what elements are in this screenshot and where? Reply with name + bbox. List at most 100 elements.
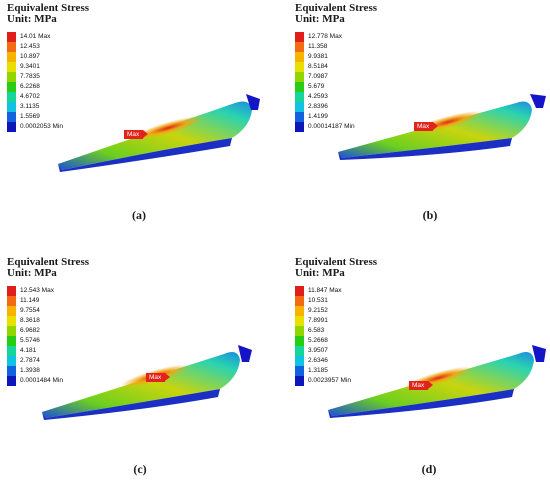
- legend-swatch: [295, 336, 304, 346]
- legend-row: 3.9507: [295, 346, 375, 356]
- legend-value: 9.7554: [20, 307, 40, 314]
- stress-hotspot: [131, 116, 205, 140]
- legend-swatch: [7, 326, 16, 336]
- legend-row: 9.3401: [7, 62, 87, 72]
- legend-unit: Unit: MPa: [7, 267, 57, 279]
- legend-swatch: [7, 286, 16, 296]
- legend-row: 5.2668: [295, 336, 375, 346]
- legend-swatch: [295, 72, 304, 82]
- legend-value: 9.2152: [308, 307, 328, 314]
- legend-value: 1.3185: [308, 367, 328, 374]
- legend-value: 0.0023957 Min: [308, 377, 352, 384]
- legend-value: 9.3401: [20, 63, 40, 70]
- legend-swatch: [295, 112, 304, 122]
- legend-value: 2.8396: [308, 103, 328, 110]
- legend-swatch: [7, 346, 16, 356]
- legend-swatch: [295, 62, 304, 72]
- legend-row: 6.2268: [7, 82, 87, 92]
- legend-row: 1.5569: [7, 112, 87, 122]
- blade-edge: [328, 389, 514, 418]
- legend-swatch: [7, 376, 16, 386]
- blade-edge: [58, 138, 232, 172]
- legend-title: Equivalent Stress: [7, 256, 90, 268]
- legend-swatch: [7, 42, 16, 52]
- legend-row: 2.7874: [7, 356, 87, 366]
- legend-title: Equivalent Stress: [295, 256, 378, 268]
- legend-unit: Unit: MPa: [295, 13, 345, 25]
- legend-swatch: [295, 92, 304, 102]
- legend-value: 4.2593: [308, 93, 328, 100]
- legend-swatch: [295, 356, 304, 366]
- legend-swatch: [295, 32, 304, 42]
- legend-value: 6.2268: [20, 83, 40, 90]
- legend-swatch: [7, 122, 16, 132]
- legend-row: 7.8991: [295, 316, 375, 326]
- panel-d: Equivalent Stress Unit: MPa 11.847 Max 1…: [288, 254, 550, 497]
- legend-row: 5.5746: [7, 336, 87, 346]
- max-stress-marker: Max: [146, 373, 171, 382]
- legend-row: 4.2593: [295, 92, 375, 102]
- legend-value: 3.9507: [308, 347, 328, 354]
- legend-value: 1.4199: [308, 113, 328, 120]
- legend-row: 11.149: [7, 296, 87, 306]
- blade-stress-plot: [328, 345, 546, 418]
- legend-row: 12.453: [7, 42, 87, 52]
- legend-swatch: [295, 306, 304, 316]
- legend-swatch: [7, 92, 16, 102]
- legend-value: 0.0001484 Min: [20, 377, 64, 384]
- legend-row: 7.0987: [295, 72, 375, 82]
- legend-row: 14.01 Max: [7, 32, 87, 42]
- legend-row: 3.1135: [7, 102, 87, 112]
- legend-value: 0.0002053 Min: [20, 123, 64, 130]
- legend-swatch: [295, 346, 304, 356]
- blade-root: [532, 345, 546, 362]
- legend-row: 1.4199: [295, 112, 375, 122]
- legend-swatch: [295, 296, 304, 306]
- legend-value: 11.358: [308, 43, 328, 50]
- legend-unit: Unit: MPa: [7, 13, 57, 25]
- max-stress-marker: Max: [414, 122, 439, 131]
- legend-row: 11.358: [295, 42, 375, 52]
- legend-swatch: [295, 52, 304, 62]
- legend-row: 7.7835: [7, 72, 87, 82]
- legend-swatch: [295, 102, 304, 112]
- legend-swatch: [295, 326, 304, 336]
- legend-title: Equivalent Stress: [295, 2, 378, 14]
- panel-a: Equivalent Stress Unit: MPa 14.01 Max 12…: [0, 0, 275, 243]
- legend-row: 9.2152: [295, 306, 375, 316]
- max-stress-marker: Max: [124, 130, 149, 139]
- legend-swatch: [7, 32, 16, 42]
- panel-caption: (d): [421, 462, 437, 476]
- legend-value: 3.1135: [20, 103, 40, 110]
- legend-row: 4.6702: [7, 92, 87, 102]
- legend-row: 11.847 Max: [295, 286, 375, 296]
- legend-value: 14.01 Max: [20, 33, 51, 40]
- legend-swatch: [7, 306, 16, 316]
- blade-root: [238, 345, 252, 362]
- legend-swatch: [295, 366, 304, 376]
- legend-row: 0.00014187 Min: [295, 122, 375, 132]
- legend-row: 8.3618: [7, 316, 87, 326]
- legend-value: 6.9682: [20, 327, 40, 334]
- legend-swatch: [7, 102, 16, 112]
- legend-value: 5.5746: [20, 337, 40, 344]
- legend-swatch: [295, 316, 304, 326]
- legend-row: 2.6346: [295, 356, 375, 366]
- legend-swatch: [7, 62, 16, 72]
- legend-row: 10.531: [295, 296, 375, 306]
- legend-value: 8.5184: [308, 63, 328, 70]
- legend-swatch: [7, 356, 16, 366]
- legend-row: 9.7554: [7, 306, 87, 316]
- legend-swatch: [7, 82, 16, 92]
- legend-row: 1.3938: [7, 366, 87, 376]
- legend-value: 12.778 Max: [308, 33, 342, 40]
- legend-value: 7.0987: [308, 73, 328, 80]
- legend-value: 2.7874: [20, 357, 40, 364]
- legend-value: 12.543 Max: [20, 287, 54, 294]
- legend-value: 4.181: [20, 347, 37, 354]
- legend-value: 11.847 Max: [308, 287, 342, 294]
- legend-row: 9.9381: [295, 52, 375, 62]
- legend-swatch: [295, 82, 304, 92]
- legend-value: 11.149: [20, 297, 40, 304]
- legend-swatch: [7, 336, 16, 346]
